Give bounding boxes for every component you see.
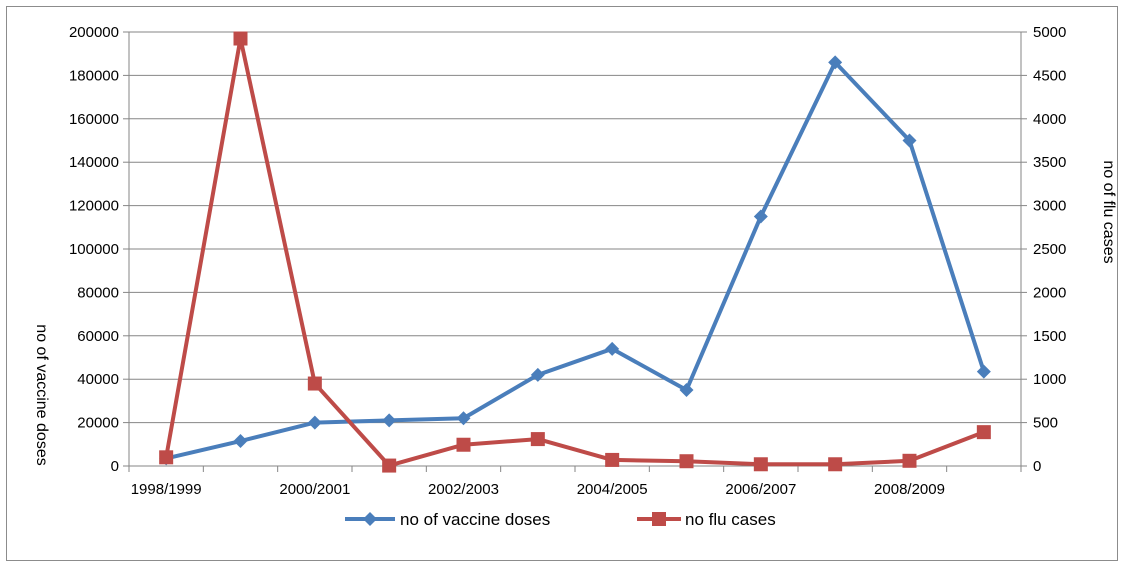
right-tick-label: 1500 [1033, 328, 1066, 345]
left-tick-label: 140000 [69, 154, 119, 171]
right-tick-label: 2000 [1033, 284, 1066, 301]
chart-frame [6, 6, 1118, 561]
left-tick-label: 200000 [69, 24, 119, 41]
data-point [456, 437, 471, 452]
right-tick-label: 0 [1033, 458, 1041, 475]
right-tick-label: 2500 [1033, 241, 1066, 258]
x-tick-label: 2006/2007 [725, 481, 796, 498]
data-point [233, 31, 248, 46]
data-point [233, 434, 248, 449]
right-tick-label: 3500 [1033, 154, 1066, 171]
left-tick-label: 60000 [77, 328, 119, 345]
legend: no of vaccine doses no flu cases [345, 510, 776, 529]
data-point [530, 432, 545, 447]
series-line [165, 60, 986, 461]
data-point [307, 415, 322, 430]
right-tick-label: 500 [1033, 415, 1058, 432]
data-point [679, 454, 694, 469]
series-layer [159, 31, 991, 473]
left-tick-label: 0 [111, 458, 119, 475]
x-tick-label: 2002/2003 [428, 481, 499, 498]
data-point [605, 341, 620, 356]
right-tick-label: 4000 [1033, 111, 1066, 128]
gridlines [129, 31, 1021, 424]
x-tick-label: 1998/1999 [131, 481, 202, 498]
data-point [159, 450, 174, 465]
right-axis-title: no of flu cases [1100, 160, 1117, 263]
legend-item: no flu cases [637, 510, 776, 529]
x-axis-ticks: 1998/1999 2000/2001 2002/2003 2004/2005 2006… [128, 466, 1022, 498]
data-point [307, 376, 322, 391]
data-point [605, 452, 620, 467]
left-tick-label: 160000 [69, 111, 119, 128]
right-tick-label: 5000 [1033, 24, 1066, 41]
data-point [902, 453, 917, 468]
x-tick-label: 2008/2009 [874, 481, 945, 498]
series-flu-cases [159, 31, 991, 473]
right-tick-label: 4500 [1033, 67, 1066, 84]
data-point [902, 133, 917, 148]
legend-item: no of vaccine doses [345, 510, 550, 529]
left-tick-label: 180000 [69, 67, 119, 84]
data-point [753, 457, 768, 472]
right-tick-label: 3000 [1033, 198, 1066, 215]
x-tick-label: 2000/2001 [279, 481, 350, 498]
data-point [679, 383, 694, 398]
data-point [976, 364, 991, 379]
data-point [976, 425, 991, 440]
left-axis-title: no of vaccine doses [33, 324, 50, 465]
left-tick-label: 120000 [69, 198, 119, 215]
series-line [164, 36, 985, 468]
data-point [363, 512, 377, 526]
series-vaccine-doses [159, 55, 991, 466]
data-point [382, 413, 397, 428]
legend-label: no of vaccine doses [400, 510, 550, 529]
data-point [828, 55, 843, 70]
data-point [652, 512, 666, 526]
left-tick-label: 80000 [77, 284, 119, 301]
left-axis-ticks: 0 20000 40000 60000 80000 100000 120000 140000 1… [69, 24, 129, 475]
x-tick-label: 2004/2005 [577, 481, 648, 498]
data-point [828, 457, 843, 472]
data-point [753, 209, 768, 224]
left-tick-label: 40000 [77, 371, 119, 388]
left-tick-label: 20000 [77, 415, 119, 432]
legend-label: no flu cases [685, 510, 776, 529]
data-point [456, 411, 471, 426]
data-point [530, 367, 545, 382]
right-tick-label: 1000 [1033, 371, 1066, 388]
left-tick-label: 100000 [69, 241, 119, 258]
right-axis-ticks: 0 500 1000 1500 2000 2500 3000 3500 4000 4500 5000 [1021, 24, 1066, 475]
data-point [382, 458, 397, 473]
